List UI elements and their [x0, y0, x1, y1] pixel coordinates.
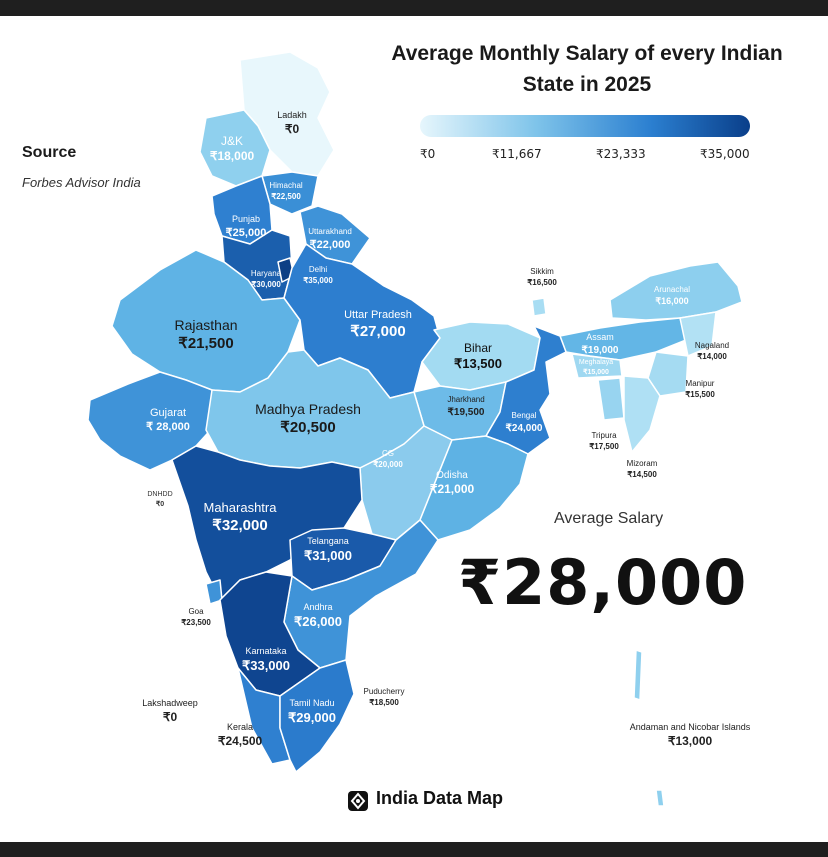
label-value-cg: ₹20,000	[373, 460, 403, 469]
label-value-karnataka: ₹33,000	[242, 658, 290, 673]
label-value-kerala: ₹24,500	[218, 734, 263, 748]
label-name-uttar-pradesh: Uttar Pradesh	[344, 309, 412, 321]
legend-tick-1: ₹11,667	[492, 147, 542, 161]
region-nagaland	[679, 311, 717, 357]
label-value-madhya-pradesh: ₹20,500	[280, 419, 335, 436]
region-tripura	[597, 377, 625, 421]
region-uttar-pradesh	[283, 243, 441, 399]
legend-tick-3: ₹35,000	[700, 147, 750, 161]
source-label: Source	[22, 144, 77, 161]
label-name-tripura: Tripura	[591, 431, 617, 440]
label-value-tripura: ₹17,500	[589, 442, 619, 451]
label-value-gujarat: ₹ 28,000	[146, 421, 190, 433]
label-value-j-k: ₹18,000	[210, 149, 255, 163]
label-name-karnataka: Karnataka	[245, 646, 286, 656]
label-name-ladakh: Ladakh	[277, 110, 307, 120]
label-name-uttarakhand: Uttarakhand	[308, 227, 352, 236]
label-name-delhi: Delhi	[309, 265, 327, 274]
map-title: Average Monthly Salary of every Indian S…	[372, 38, 802, 100]
region-andaman	[633, 649, 643, 701]
label-name-kerala: Kerala	[227, 722, 253, 732]
label-name-bengal: Bengal	[512, 411, 537, 420]
label-value-dnhdd: ₹0	[156, 500, 164, 508]
legend-color-bar	[420, 115, 750, 137]
label-value-uttar-pradesh: ₹27,000	[350, 323, 405, 340]
label-name-mizoram: Mizoram	[627, 459, 658, 468]
source-value: Forbes Advisor India	[22, 175, 141, 190]
label-value-assam: ₹19,000	[582, 345, 619, 356]
label-name-assam: Assam	[586, 332, 614, 342]
title-line-1: Average Monthly Salary of every Indian	[391, 42, 783, 65]
label-name-nagaland: Nagaland	[695, 341, 729, 350]
label-name-dnhdd: DNHDD	[147, 491, 172, 498]
label-value-tamil-nadu: ₹29,000	[288, 710, 336, 725]
label-name-meghalaya: Meghalaya	[579, 359, 613, 366]
label-value-nagaland: ₹14,000	[697, 352, 727, 361]
label-name-sikkim: Sikkim	[530, 267, 554, 276]
label-value-himachal: ₹22,500	[271, 192, 301, 201]
region-mizoram	[623, 375, 661, 453]
label-name-odisha: Odisha	[436, 470, 468, 481]
label-value-delhi: ₹35,000	[303, 276, 333, 285]
label-name-andaman-and-nicobar-islands: Andaman and Nicobar Islands	[630, 722, 751, 732]
label-value-andaman-and-nicobar-islands: ₹13,000	[668, 734, 713, 748]
label-value-manipur: ₹15,500	[685, 390, 715, 399]
label-name-jharkhand: Jharkhand	[447, 395, 484, 404]
region-meghalaya	[571, 353, 623, 379]
title-line-2: State in 2025	[522, 73, 652, 96]
region-odisha	[419, 435, 529, 541]
average-salary-label: Average Salary	[554, 510, 664, 527]
label-value-meghalaya: ₹15,000	[583, 368, 609, 376]
label-value-maharashtra: ₹32,000	[212, 517, 267, 534]
legend-tick-2: ₹23,333	[596, 147, 646, 161]
brand-logo-icon	[348, 791, 368, 811]
region-tamil-nadu	[279, 659, 355, 773]
label-value-uttarakhand: ₹22,000	[310, 239, 351, 251]
label-name-rajasthan: Rajasthan	[174, 317, 237, 333]
label-value-bengal: ₹24,000	[506, 423, 543, 434]
label-name-andhra: Andhra	[303, 602, 332, 612]
label-value-odisha: ₹21,000	[430, 482, 475, 496]
label-value-rajasthan: ₹21,500	[178, 335, 233, 352]
label-name-lakshadweep: Lakshadweep	[142, 698, 198, 708]
label-value-goa: ₹23,500	[181, 618, 211, 627]
legend-tick-0: ₹0	[420, 147, 436, 161]
label-name-goa: Goa	[188, 607, 204, 616]
label-value-jharkhand: ₹19,500	[448, 407, 485, 418]
region-arunachal	[609, 261, 743, 321]
label-value-puducherry: ₹18,500	[369, 698, 399, 707]
label-name-punjab: Punjab	[232, 214, 260, 224]
region-nicobar	[655, 789, 665, 807]
label-value-sikkim: ₹16,500	[527, 278, 557, 287]
label-name-gujarat: Gujarat	[150, 407, 186, 419]
average-salary-value: ₹28,000	[458, 546, 748, 619]
region-manipur	[647, 351, 689, 397]
label-value-arunachal: ₹16,000	[655, 296, 688, 306]
label-name-bihar: Bihar	[464, 341, 492, 355]
label-value-bihar: ₹13,500	[454, 356, 502, 371]
label-value-mizoram: ₹14,500	[627, 470, 657, 479]
label-value-ladakh: ₹0	[285, 122, 300, 136]
label-name-haryana: Haryana	[251, 269, 282, 278]
label-name-manipur: Manipur	[686, 379, 715, 388]
label-value-telangana: ₹31,000	[304, 548, 352, 563]
label-value-punjab: ₹25,000	[226, 227, 267, 239]
map-labels: Ladakh ₹0 J&K₹18,000 Himachal ₹22,500 Punjab ₹…	[142, 110, 751, 748]
label-value-andhra: ₹26,000	[294, 614, 342, 629]
label-name-cg: CG	[382, 449, 394, 458]
label-value-haryana: ₹30,000	[251, 280, 281, 289]
label-name-j-k: J&K	[221, 134, 243, 148]
label-name-arunachal: Arunachal	[654, 285, 690, 294]
label-name-himachal: Himachal	[269, 181, 303, 190]
brand-name: India Data Map	[376, 788, 504, 808]
label-value-lakshadweep: ₹0	[163, 710, 178, 724]
label-name-maharashtra: Maharashtra	[204, 500, 278, 515]
label-name-tamil-nadu: Tamil Nadu	[289, 698, 334, 708]
label-name-puducherry: Puducherry	[364, 687, 405, 696]
label-name-madhya-pradesh: Madhya Pradesh	[255, 401, 361, 417]
region-sikkim	[531, 297, 547, 317]
label-name-telangana: Telangana	[307, 536, 349, 546]
